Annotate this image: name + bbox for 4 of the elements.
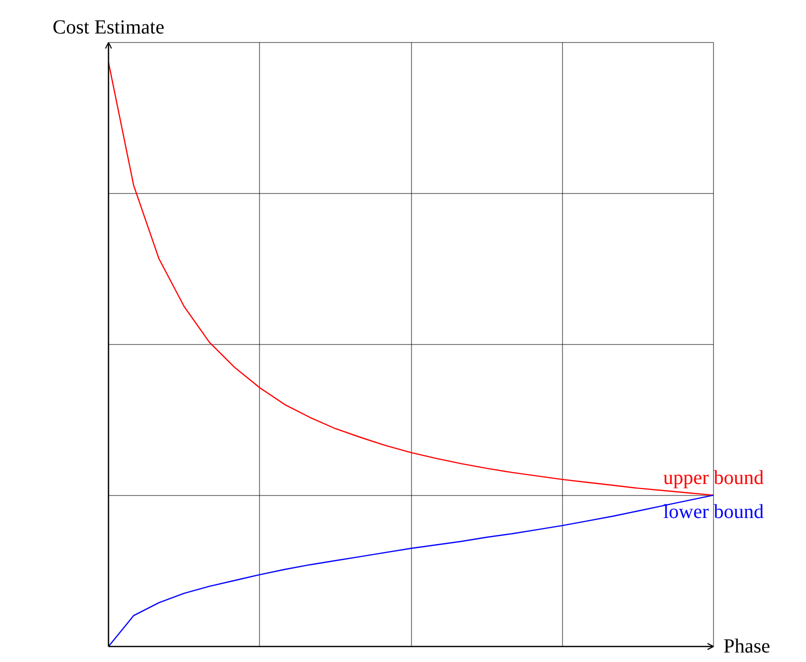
series-label: upper bound [663,467,764,490]
series-label: lower bound [663,501,764,524]
x-axis-title: Phase [724,636,770,658]
y-axis-title: Cost Estimate [52,16,164,38]
